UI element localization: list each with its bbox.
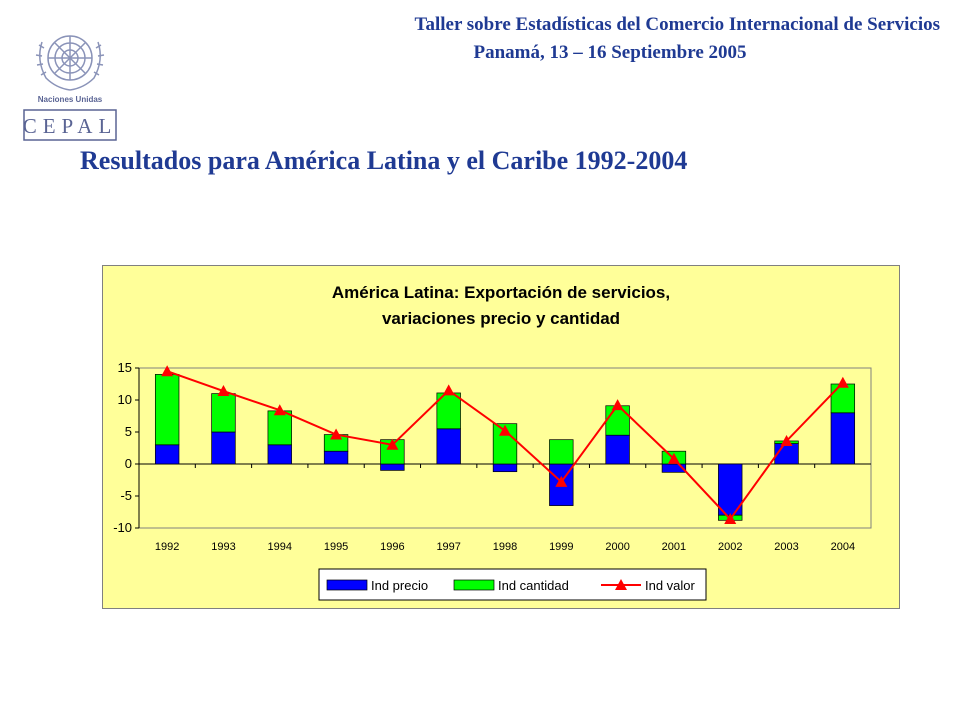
point-ind-valor [442,384,455,396]
x-tick-label: 2003 [774,541,798,553]
point-ind-valor [273,404,286,416]
un-emblem-icon: Naciones Unidas CEPAL [23,35,118,141]
bar-ind-cantidad [211,393,236,433]
bar-ind-precio [211,431,236,465]
x-tick-label: 1998 [493,541,517,553]
bar-ind-cantidad [154,374,180,446]
point-ind-valor [667,452,680,464]
y-tick-label: -10 [113,520,132,535]
header-event-dates: Panamá, 13 – 16 Septiembre 2005 [473,42,747,63]
legend-marker [615,579,627,590]
bar-ind-cantidad [605,405,630,436]
x-tick-label: 1993 [211,541,235,553]
x-tick-label: 1995 [324,541,348,553]
x-tick-label: 2002 [718,541,742,553]
bar-ind-precio [830,412,856,465]
x-tick-label: 2001 [662,541,686,553]
y-tick-label: 10 [118,392,132,407]
point-ind-valor [499,424,511,436]
bar-ind-precio [267,444,292,465]
header-event-title: Taller sobre Estadísticas del Comercio I… [414,14,940,35]
bar-ind-precio [380,463,405,471]
bar-ind-precio [605,434,630,465]
point-ind-valor [330,428,343,440]
bar-ind-precio [323,450,349,465]
bar-ind-precio [154,444,180,465]
bar-ind-cantidad [492,423,518,465]
chart-container: América Latina: Exportación de servicios… [102,265,900,609]
point-ind-valor [611,399,624,411]
y-tick-label: 0 [125,456,132,471]
point-ind-valor [836,376,849,388]
x-tick-label: 1994 [268,541,292,553]
legend-label: Ind precio [371,578,428,593]
y-tick-label: 5 [125,424,132,439]
y-tick-label: 15 [118,360,132,375]
x-tick-label: 1999 [549,541,573,553]
point-ind-valor [386,438,399,450]
bar-ind-cantidad [830,383,856,414]
legend-label: Ind cantidad [498,578,569,593]
point-ind-valor [555,475,568,487]
cepal-logo: Naciones Unidas CEPAL [22,22,118,144]
x-tick-label: 1992 [155,541,179,553]
legend-swatch [453,579,495,591]
legend-swatch [326,579,368,591]
x-tick-label: 1996 [380,541,404,553]
y-tick-label: -5 [120,488,132,503]
legend-label: Ind valor [645,578,696,593]
bar-ind-cantidad [549,439,574,465]
point-ind-valor [724,513,737,525]
logo-acronym: CEPAL [23,114,118,138]
x-tick-label: 2000 [605,541,629,553]
point-ind-valor [217,385,230,397]
logo-org-text: Naciones Unidas [38,95,103,104]
bar-ind-precio [492,463,518,473]
x-tick-label: 1997 [436,541,460,553]
point-ind-valor [161,365,174,377]
export-services-chart: América Latina: Exportación de servicios… [113,283,872,601]
slide-title: Resultados para América Latina y el Cari… [80,146,688,175]
chart-title-line-1: América Latina: Exportación de servicios… [332,283,670,302]
bar-ind-precio [436,428,461,465]
point-ind-valor [780,434,793,446]
chart-title-line-2: variaciones precio y cantidad [382,309,620,328]
x-tick-label: 2004 [831,541,855,553]
bar-ind-cantidad [267,410,292,446]
legend-box [318,568,707,601]
